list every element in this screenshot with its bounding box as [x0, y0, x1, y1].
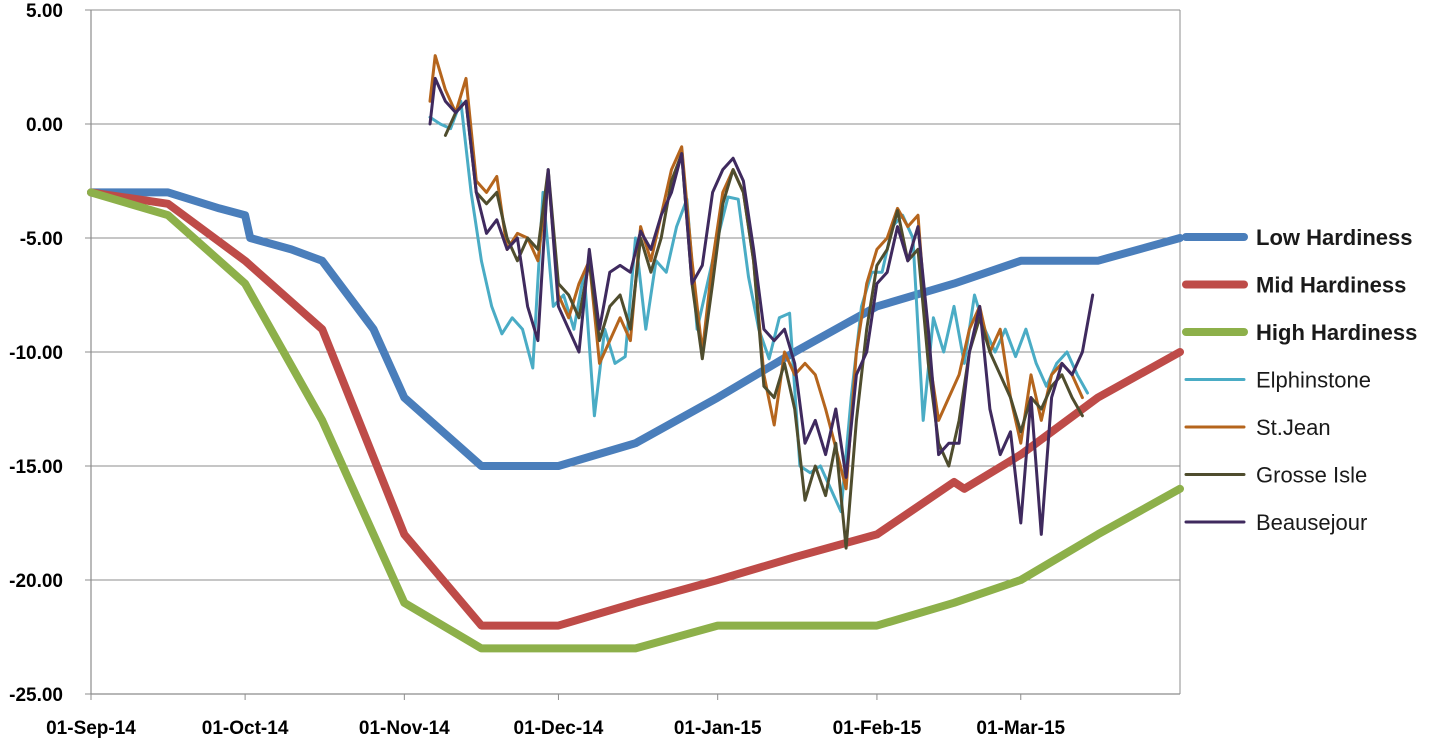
plot-series — [87, 54, 1184, 653]
legend-label: Beausejour — [1256, 510, 1367, 535]
series-line-low-hardiness — [87, 188, 1184, 470]
x-axis-tick-labels: 01-Sep-14 01-Oct-14 01-Nov-14 01-Dec-14 01-J… — [46, 718, 1065, 739]
legend-label: High Hardiness — [1256, 320, 1417, 345]
legend-label: Grosse Isle — [1256, 463, 1367, 488]
x-tick-label: 01-Dec-14 — [514, 718, 604, 739]
y-axis-tick-labels: 5.00 0.00 -5.00 -10.00 -15.00 -20.00 -25.00 — [9, 1, 63, 706]
series-line-beausejour — [428, 76, 1095, 536]
x-tick-label: 01-Mar-15 — [976, 718, 1065, 739]
x-tick-label: 01-Sep-14 — [46, 718, 136, 739]
y-tick-label: -20.00 — [9, 571, 63, 592]
series-line-high-hardiness — [87, 188, 1184, 653]
x-tick-label: 01-Feb-15 — [833, 718, 922, 739]
y-tick-label: -5.00 — [20, 229, 63, 250]
legend-label: Mid Hardiness — [1256, 273, 1406, 298]
y-tick-label: 5.00 — [26, 1, 63, 22]
series-line-mid-hardiness — [87, 188, 1184, 630]
legend-label: Low Hardiness — [1256, 225, 1412, 250]
legend-label: Elphinstone — [1256, 368, 1371, 393]
x-tick-label: 01-Oct-14 — [202, 718, 289, 739]
y-tick-label: 0.00 — [26, 115, 63, 136]
y-tick-label: -10.00 — [9, 343, 63, 364]
legend-label: St.Jean — [1256, 415, 1331, 440]
legend: Low Hardiness Mid Hardiness High Hardiness… — [1182, 225, 1417, 535]
x-tick-label: 01-Nov-14 — [359, 718, 450, 739]
y-tick-label: -25.00 — [9, 685, 63, 706]
y-tick-label: -15.00 — [9, 457, 63, 478]
x-tick-label: 01-Jan-15 — [674, 718, 762, 739]
